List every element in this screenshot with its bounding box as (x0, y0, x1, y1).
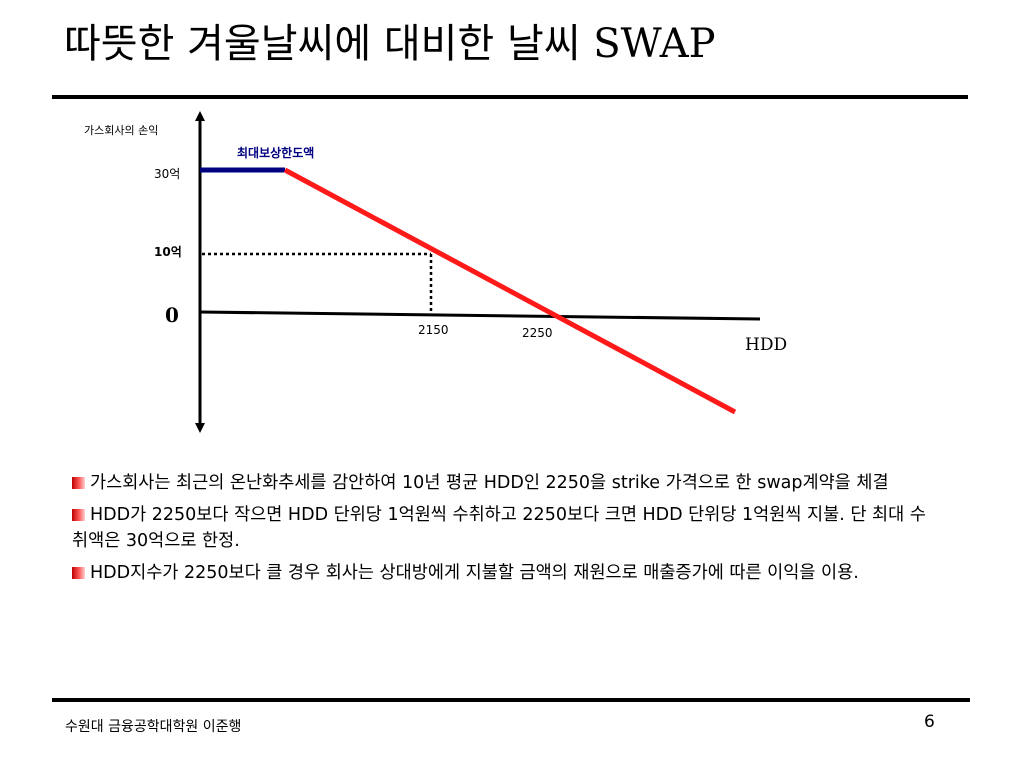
bullet-text: HDD가 2250보다 작으면 HDD 단위당 1억원씩 수취하고 2250보다… (72, 505, 926, 551)
y-axis-label: 가스회사의 손익 (84, 124, 158, 137)
label-2250: 2250 (522, 326, 553, 340)
title-divider (52, 95, 968, 99)
x-axis-label: HDD (745, 335, 787, 355)
bullet-text: HDD지수가 2250보다 클 경우 회사는 상대방에게 지불할 금액의 재원으… (90, 563, 859, 583)
bullet-item: HDD지수가 2250보다 클 경우 회사는 상대방에게 지불할 금액의 재원으… (72, 560, 932, 586)
bullet-list: 가스회사는 최근의 온난화추세를 감안하여 10년 평균 HDD인 2250을 … (72, 470, 932, 592)
cap-label: 최대보상한도액 (237, 145, 314, 160)
label-zero: 0 (165, 303, 179, 327)
bullet-item: 가스회사는 최근의 온난화추세를 감안하여 10년 평균 HDD인 2250을 … (72, 470, 932, 496)
bullet-item: HDD가 2250보다 작으면 HDD 단위당 1억원씩 수취하고 2250보다… (72, 502, 932, 554)
bullet-square-icon (72, 567, 85, 579)
bullet-square-icon (72, 477, 85, 489)
label-30: 30억 (154, 167, 180, 181)
label-2150: 2150 (418, 323, 449, 337)
bullet-text: 가스회사는 최근의 온난화추세를 감안하여 10년 평균 HDD인 2250을 … (90, 473, 889, 493)
x-axis (199, 310, 761, 321)
slide-title: 따뜻한 겨울날씨에 대비한 날씨 SWAP (64, 21, 716, 67)
footer-divider (52, 698, 970, 702)
label-10: 10억 (154, 245, 182, 259)
bullet-square-icon (72, 509, 85, 521)
footer-text: 수원대 금융공학대학원 이준행 (65, 719, 242, 735)
payoff-line (283, 167, 737, 415)
page-number: 6 (924, 712, 935, 732)
